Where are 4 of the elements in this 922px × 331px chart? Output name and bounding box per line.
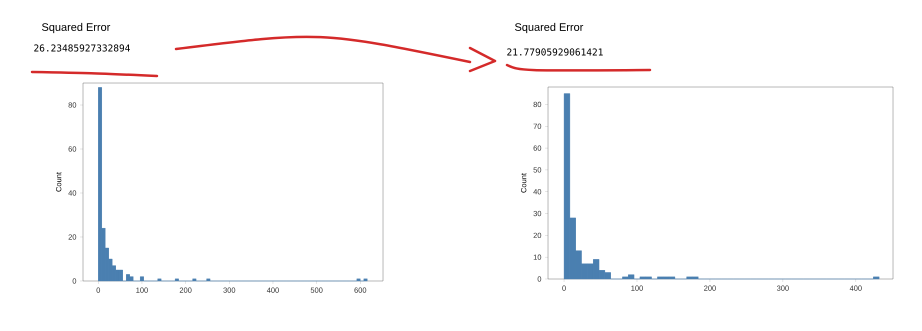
chart-title: Squared Error — [42, 22, 110, 34]
chart-title: Squared Error — [515, 22, 584, 34]
chart-subtitle: 26.23485927332894 — [34, 44, 130, 52]
chart-subtitle: 21.77905929061421 — [507, 48, 603, 56]
